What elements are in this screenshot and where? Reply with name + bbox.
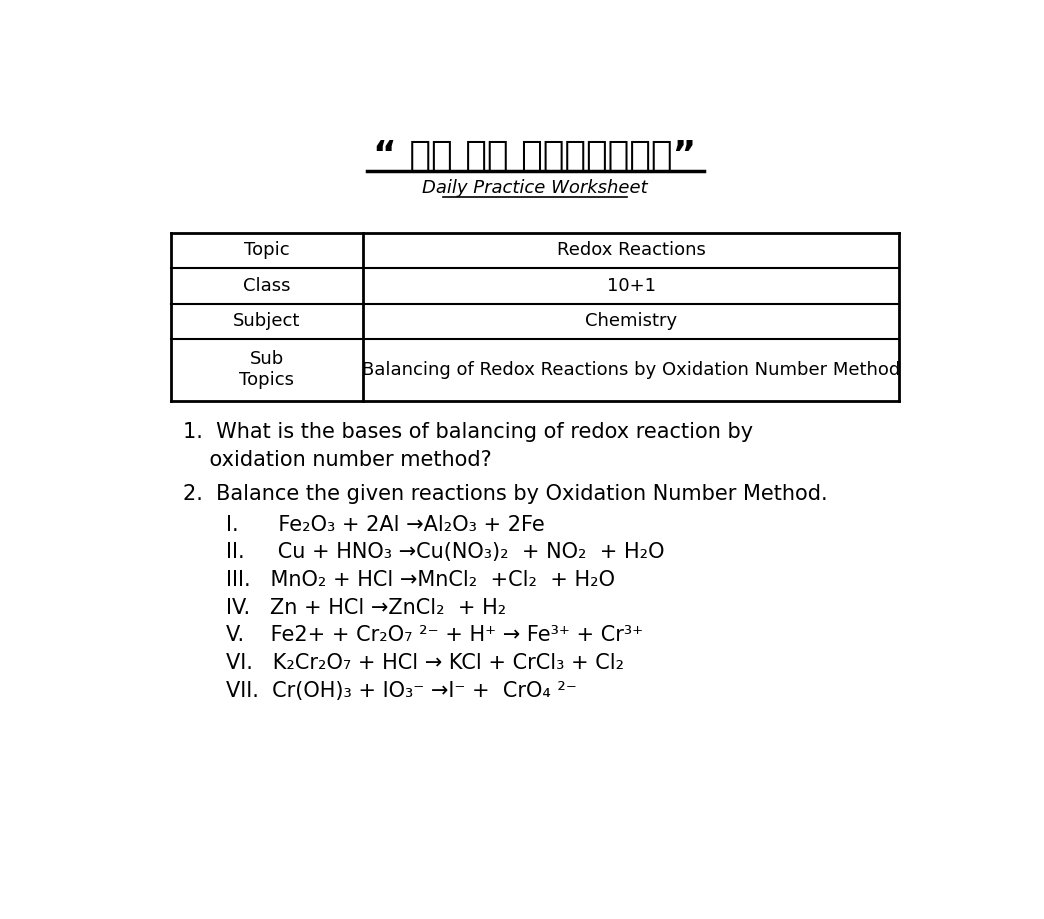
Text: Chemistry: Chemistry <box>585 312 678 330</box>
Text: Balancing of Redox Reactions by Oxidation Number Method: Balancing of Redox Reactions by Oxidatio… <box>362 361 900 379</box>
Text: 1.  What is the bases of balancing of redox reaction by: 1. What is the bases of balancing of red… <box>183 422 754 442</box>
Text: VI.   K₂Cr₂O₇ + HCl → KCl + CrCl₃ + Cl₂: VI. K₂Cr₂O₇ + HCl → KCl + CrCl₃ + Cl₂ <box>226 653 624 673</box>
Text: oxidation number method?: oxidation number method? <box>183 449 492 470</box>
Text: V.    Fe2+ + Cr₂O₇ ²⁻ + H⁺ → Fe³⁺ + Cr³⁺: V. Fe2+ + Cr₂O₇ ²⁻ + H⁺ → Fe³⁺ + Cr³⁺ <box>226 626 643 645</box>
Text: III.   MnO₂ + HCl →MnCl₂  +Cl₂  + H₂O: III. MnO₂ + HCl →MnCl₂ +Cl₂ + H₂O <box>226 570 615 590</box>
Text: Daily Practice Worksheet: Daily Practice Worksheet <box>422 179 648 197</box>
Text: VII.  Cr(OH)₃ + IO₃⁻ →I⁻ +  CrO₄ ²⁻: VII. Cr(OH)₃ + IO₃⁻ →I⁻ + CrO₄ ²⁻ <box>226 681 576 701</box>
Text: “ हर घर पाठशाला”: “ हर घर पाठशाला” <box>374 139 696 173</box>
Text: Redox Reactions: Redox Reactions <box>556 242 706 259</box>
Text: II.     Cu + HNO₃ →Cu(NO₃)₂  + NO₂  + H₂O: II. Cu + HNO₃ →Cu(NO₃)₂ + NO₂ + H₂O <box>226 542 664 562</box>
Text: I.      Fe₂O₃ + 2Al →Al₂O₃ + 2Fe: I. Fe₂O₃ + 2Al →Al₂O₃ + 2Fe <box>226 515 545 535</box>
Text: IV.   Zn + HCl →ZnCl₂  + H₂: IV. Zn + HCl →ZnCl₂ + H₂ <box>226 597 506 618</box>
Text: 10+1: 10+1 <box>607 277 656 295</box>
Text: 2.  Balance the given reactions by Oxidation Number Method.: 2. Balance the given reactions by Oxidat… <box>183 483 828 504</box>
Text: Subject: Subject <box>233 312 301 330</box>
Text: Topic: Topic <box>244 242 290 259</box>
Text: Sub
Topics: Sub Topics <box>239 350 294 389</box>
Text: Class: Class <box>243 277 290 295</box>
